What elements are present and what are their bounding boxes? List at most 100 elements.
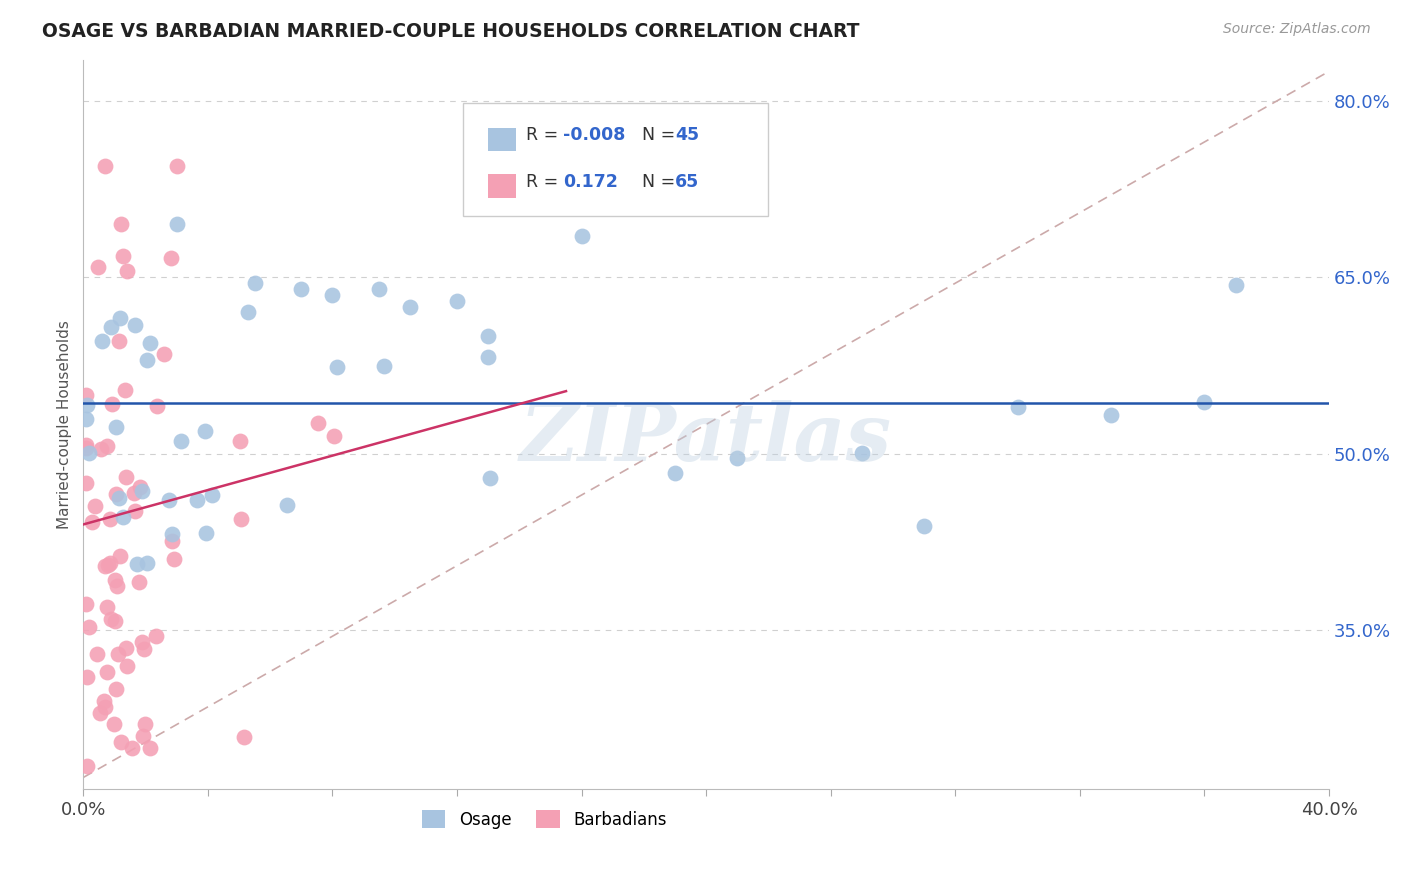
Point (98, 512, 121, 526)
Point (110, 218, 132, 232)
Point (75, 476, 97, 491)
Point (104, 682, 127, 697)
Point (115, 640, 138, 655)
Point (89, 706, 111, 720)
Point (1007, 400, 1029, 414)
Point (323, 428, 346, 442)
Text: R =: R = (526, 127, 564, 145)
Point (75, 441, 97, 455)
Point (131, 635, 153, 649)
Point (90, 334, 112, 349)
Point (1194, 394, 1216, 409)
Point (571, 229, 593, 244)
Point (195, 526, 218, 541)
Point (725, 450, 748, 465)
Point (76, 758, 98, 772)
Point (93, 694, 115, 708)
Point (107, 647, 129, 661)
Point (115, 470, 138, 484)
Point (326, 360, 349, 375)
Point (125, 557, 148, 571)
Point (75, 598, 97, 612)
Point (276, 498, 298, 512)
Point (108, 311, 131, 326)
Point (146, 399, 169, 413)
Text: N =: N = (631, 127, 681, 145)
Point (229, 434, 252, 449)
Point (100, 320, 122, 334)
Point (108, 334, 131, 348)
FancyBboxPatch shape (488, 128, 516, 152)
Point (912, 519, 935, 533)
Point (114, 383, 136, 397)
Point (84, 500, 107, 514)
FancyBboxPatch shape (463, 103, 769, 217)
Point (233, 731, 256, 745)
Point (115, 658, 138, 673)
Legend: Osage, Barbadians: Osage, Barbadians (415, 804, 673, 836)
Point (446, 293, 468, 308)
Text: Source: ZipAtlas.com: Source: ZipAtlas.com (1223, 22, 1371, 37)
Point (321, 288, 343, 302)
Point (368, 282, 391, 296)
Point (664, 466, 686, 480)
Point (131, 729, 153, 743)
Point (104, 614, 127, 628)
Point (229, 512, 252, 526)
Point (86, 647, 108, 661)
Point (138, 741, 160, 756)
Point (1099, 409, 1122, 423)
Point (115, 264, 138, 278)
Point (90, 442, 112, 456)
Point (162, 527, 184, 541)
Point (75, 387, 97, 401)
Text: 0.172: 0.172 (562, 173, 617, 191)
Point (134, 717, 156, 731)
Text: R =: R = (526, 173, 564, 191)
Point (163, 551, 186, 566)
Point (94, 558, 117, 573)
Point (194, 424, 217, 438)
Point (76, 670, 98, 684)
Point (238, 304, 260, 318)
Point (128, 575, 150, 590)
Point (166, 218, 188, 232)
Point (157, 492, 180, 507)
Point (82, 515, 104, 529)
Point (139, 336, 162, 351)
Point (103, 717, 125, 731)
Point (186, 493, 208, 508)
Point (94, 159, 117, 173)
Point (105, 579, 128, 593)
Point (851, 446, 873, 460)
Point (77, 620, 100, 634)
Point (162, 533, 184, 548)
Point (153, 347, 176, 361)
Point (96, 440, 118, 454)
Point (399, 300, 422, 314)
Point (145, 629, 167, 643)
Point (87, 260, 110, 275)
Point (124, 503, 146, 517)
Point (98, 556, 121, 570)
Point (307, 416, 329, 430)
Point (122, 485, 145, 500)
Point (105, 487, 128, 501)
Point (477, 329, 499, 343)
Point (96, 665, 118, 679)
Text: 45: 45 (675, 127, 699, 145)
Point (112, 249, 135, 263)
Point (97, 558, 120, 573)
Point (108, 491, 131, 506)
Point (135, 353, 157, 368)
Point (77, 445, 100, 459)
Point (108, 549, 131, 564)
Text: OSAGE VS BARBADIAN MARRIED-COUPLE HOUSEHOLDS CORRELATION CHART: OSAGE VS BARBADIAN MARRIED-COUPLE HOUSEH… (42, 22, 859, 41)
Text: ZIPatlas: ZIPatlas (520, 401, 893, 478)
Point (110, 735, 132, 749)
Point (121, 740, 143, 755)
Y-axis label: Married-couple Households: Married-couple Households (58, 320, 72, 529)
Point (477, 351, 499, 365)
Point (76, 398, 98, 412)
Point (135, 556, 157, 570)
